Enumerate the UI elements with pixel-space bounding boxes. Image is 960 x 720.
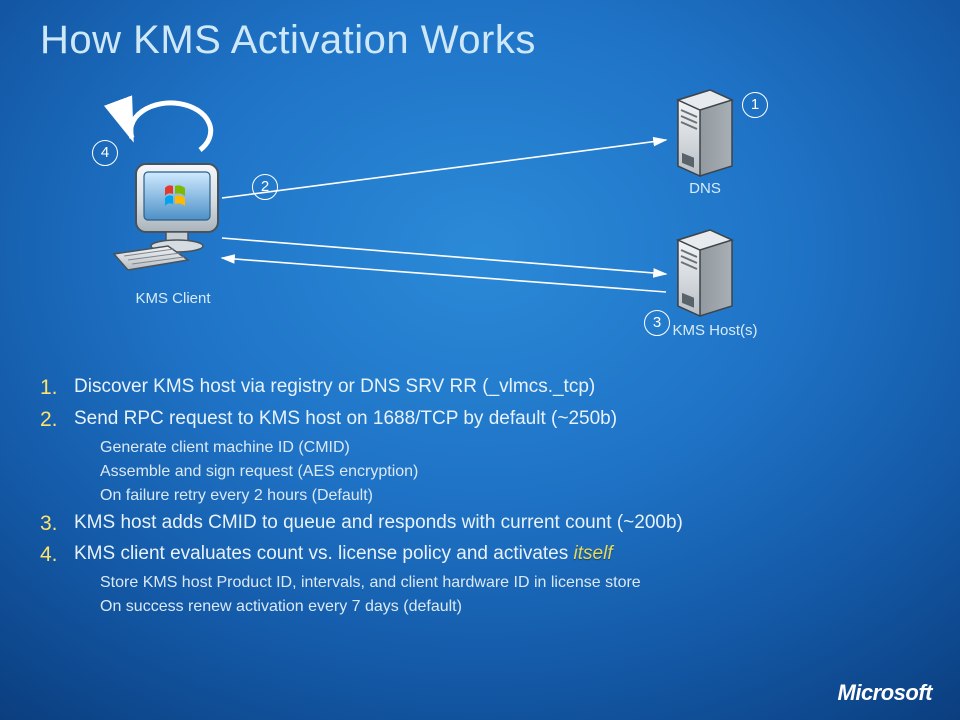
step-badge-3: 3 xyxy=(644,310,670,336)
steps-list: 1. Discover KMS host via registry or DNS… xyxy=(40,375,920,622)
step-number: 4. xyxy=(40,542,58,568)
step-text: Discover KMS host via registry or DNS SR… xyxy=(74,376,595,397)
step-2: 2. Send RPC request to KMS host on 1688/… xyxy=(40,407,920,431)
step-badge-1: 1.1 xyxy=(742,92,768,118)
step-text-pre: KMS client evaluates count vs. license p… xyxy=(74,543,574,564)
step-text: KMS host adds CMID to queue and responds… xyxy=(74,512,683,533)
step-number: 2. xyxy=(40,407,58,433)
step-2-sub-2: Assemble and sign request (AES encryptio… xyxy=(40,463,920,481)
step-3: 3. KMS host adds CMID to queue and respo… xyxy=(40,511,920,535)
step-number: 3. xyxy=(40,511,58,537)
step-2-sub-1: Generate client machine ID (CMID) xyxy=(40,439,920,457)
step-4-sub-1: Store KMS host Product ID, intervals, an… xyxy=(40,574,920,592)
step-number: 1. xyxy=(40,375,58,401)
step-4-sub-2: On success renew activation every 7 days… xyxy=(40,598,920,616)
step-badge-4: 4 xyxy=(92,140,118,166)
diagram-edges xyxy=(0,0,960,380)
step-badge-2: 2 xyxy=(252,174,278,200)
step-text: Send RPC request to KMS host on 1688/TCP… xyxy=(74,408,617,429)
step-1: 1. Discover KMS host via registry or DNS… xyxy=(40,375,920,399)
step-2-sub-3: On failure retry every 2 hours (Default) xyxy=(40,487,920,505)
step-4: 4. KMS client evaluates count vs. licens… xyxy=(40,542,920,566)
step-text-em: itself xyxy=(574,543,613,564)
microsoft-logo: Microsoft xyxy=(838,680,933,706)
slide-root: How KMS Activation Works xyxy=(0,0,960,720)
